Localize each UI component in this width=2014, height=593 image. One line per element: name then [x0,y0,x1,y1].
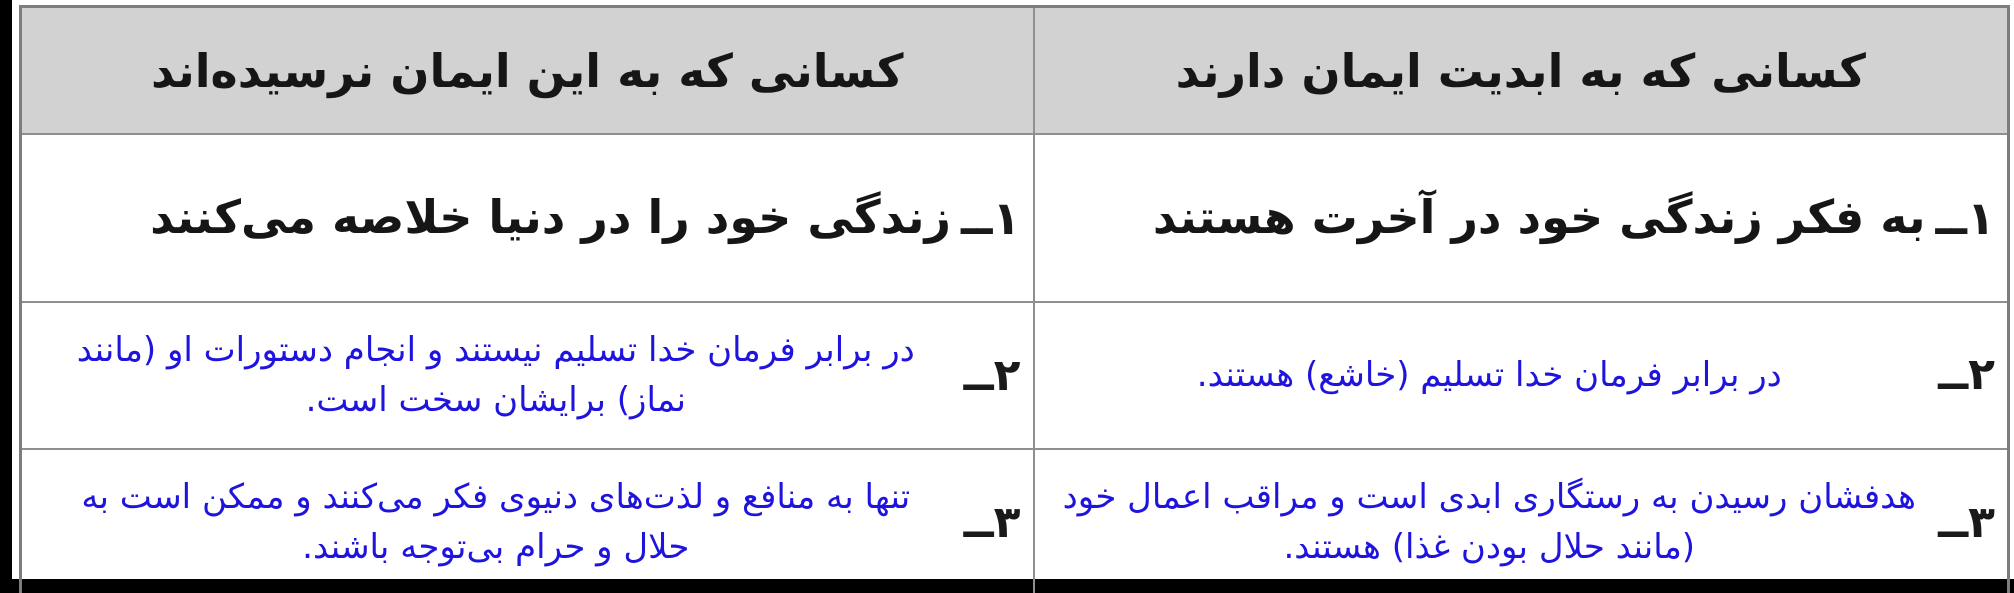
cell-believers-row-1: ۱ــ به فکر زندگی خود در آخرت هستند [1032,133,2010,303]
row-number: ۳ــ [963,496,1021,548]
cell-nonbelievers-row-1: ۱ــ زندگی خود را در دنیا خلاصه می‌کنند [19,133,1035,303]
row-number: ۲ــ [963,349,1021,401]
answer-text: در برابر فرمان خدا تسلیم نیستند و انجام … [76,330,915,420]
printed-text: زندگی خود را در دنیا خلاصه می‌کنند [150,190,951,245]
cell-nonbelievers-row-3: ۳ــ تنها به منافع و لذت‌های دنیوی فکر می… [19,448,1035,593]
cell-content: ۱ــ به فکر زندگی خود در آخرت هستند [1047,189,1995,247]
page-edge-left [0,0,12,593]
cell-content: ۱ــ زندگی خود را در دنیا خلاصه می‌کنند [34,189,1021,247]
cell-believers-row-2: ۲ــ در برابر فرمان خدا تسلیم (خاشع) هستن… [1032,301,2010,450]
row-number: ۱ــ [1935,191,1995,245]
header-row: کسانی که به ابدیت ایمان دارند کسانی که ب… [19,5,2010,135]
cell-nonbelievers-row-2: ۲ــ در برابر فرمان خدا تسلیم نیستند و ان… [19,301,1035,450]
cell-content: ۳ــ تنها به منافع و لذت‌های دنیوی فکر می… [34,473,1021,572]
table-row-1: ۱ــ به فکر زندگی خود در آخرت هستند ۱ــ ز… [19,133,2010,303]
answer-text: تنها به منافع و لذت‌های دنیوی فکر می‌کنن… [81,477,911,567]
answer-text: در برابر فرمان خدا تسلیم (خاشع) هستند. [1196,354,1782,395]
cell-content: ۲ــ در برابر فرمان خدا تسلیم نیستند و ان… [34,326,1021,425]
column-header-believers: کسانی که به ابدیت ایمان دارند [1032,5,2010,135]
cell-content: ۳ــ هدفشان رسیدن به رستگاری ابدی است و م… [1047,473,1995,572]
row-number: ۲ــ [1938,349,1995,401]
table-row-3: ۳ــ هدفشان رسیدن به رستگاری ابدی است و م… [19,448,2010,593]
faith-comparison-table: کسانی که به ابدیت ایمان دارند کسانی که ب… [19,5,2010,593]
row-number: ۳ــ [1938,496,1995,548]
table-row-2: ۲ــ در برابر فرمان خدا تسلیم (خاشع) هستن… [19,301,2010,450]
cell-content: ۲ــ در برابر فرمان خدا تسلیم (خاشع) هستن… [1047,349,1995,401]
cell-believers-row-3: ۳ــ هدفشان رسیدن به رستگاری ابدی است و م… [1032,448,2010,593]
printed-text: به فکر زندگی خود در آخرت هستند [1152,190,1926,245]
answer-text: هدفشان رسیدن به رستگاری ابدی است و مراقب… [1062,477,1916,567]
column-header-nonbelievers: کسانی که به این ایمان نرسیده‌اند [19,5,1035,135]
row-number: ۱ــ [960,191,1021,245]
